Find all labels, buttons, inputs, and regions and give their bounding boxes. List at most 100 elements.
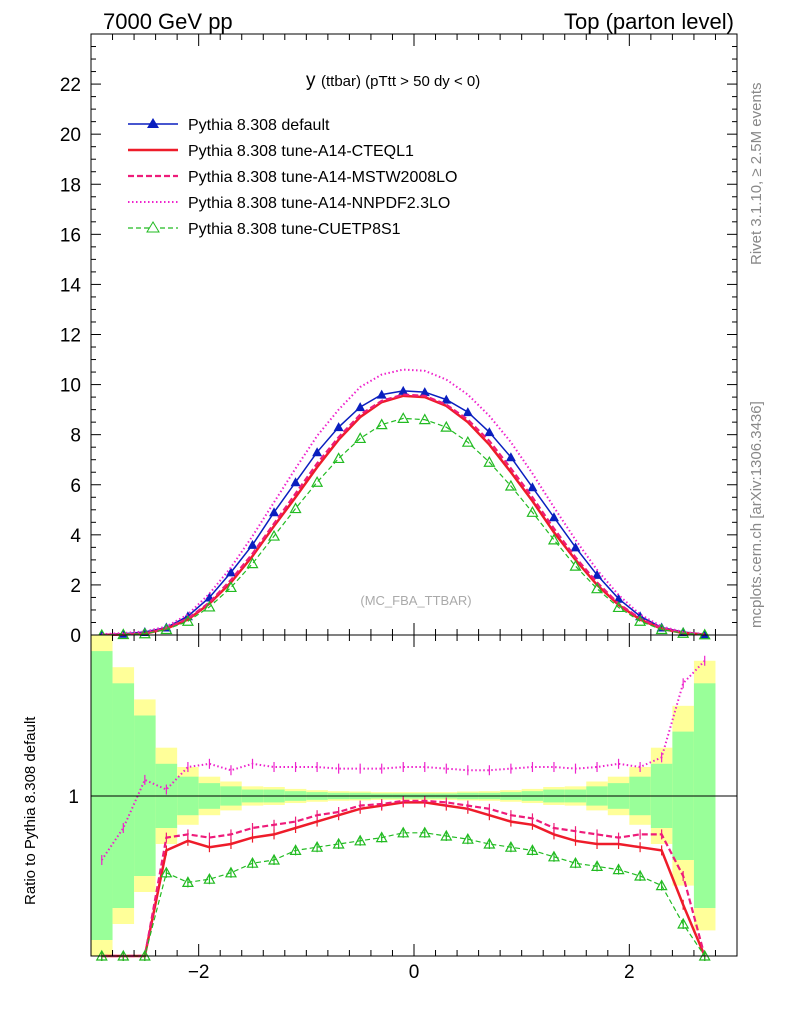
marker-default [592,569,603,579]
marker-cuetp8s1 [354,432,367,444]
legend-label: Pythia 8.308 tune-CUETP8S1 [188,221,401,238]
marker-cuetp8s1 [289,502,302,514]
ratio-marker-cuetp8s1 [332,837,345,849]
series-line-mstw [101,393,705,637]
y-tick-label: 12 [60,326,81,347]
y-tick-label: 18 [60,175,81,196]
ratio-marker-cuetp8s1 [181,876,194,888]
legend-marker-default [147,118,159,128]
marker-default [312,447,323,457]
y-tick-label: 0 [70,626,81,647]
ratio-line-mstw [101,799,706,958]
rivet-label: Rivet 3.1.10, ≥ 2.5M events [748,83,765,266]
header-right: Top (parton level) [564,9,734,34]
marker-cuetp8s1 [268,529,281,541]
ratio-marker-cuetp8s1 [483,837,496,849]
marker-cuetp8s1 [397,412,410,423]
y-tick-label: 2 [70,576,81,597]
marker-default [376,389,387,399]
marker-cuetp8s1 [483,455,496,467]
main-axis-ticks [90,34,738,636]
ratio-marker-cuetp8s1 [311,840,324,852]
marker-default [441,394,452,404]
marker-default [333,422,344,432]
marker-cuetp8s1 [526,506,539,517]
marker-default [484,427,495,437]
marker-default [613,593,624,603]
ratio-y-tick-labels: 1 [68,787,79,808]
main-plot: 0 2 4 6 8 10 12 14 16 18 20 22 y (ttbar) (pTtt > 50… [60,33,738,647]
ratio-marker-cuetp8s1 [160,866,173,878]
ratio-marker-cuetp8s1 [526,844,539,856]
marker-cuetp8s1 [440,420,453,432]
mcplots-label: mcplots.cern.ch [arXiv:1306.3436] [748,401,765,628]
header-left: 7000 GeV pp [103,9,233,34]
marker-cuetp8s1 [504,479,517,491]
marker-cuetp8s1 [612,601,625,613]
x-tick-label: −2 [188,962,210,983]
series-line-cteql1 [101,394,705,637]
marker-cuetp8s1 [655,623,668,635]
marker-cuetp8s1 [698,628,711,640]
ratio-marker-cuetp8s1 [677,917,690,929]
ratio-marker-cuetp8s1 [440,829,453,841]
ratio-marker-cuetp8s1 [591,860,604,872]
marker-cuetp8s1 [375,418,388,430]
marker-default [419,387,430,397]
marker-cuetp8s1 [547,533,560,545]
y-tick-label: 20 [60,125,81,146]
marker-default [570,542,581,552]
ratio-marker-cuetp8s1 [569,856,582,868]
ratio-marker-cuetp8s1 [418,826,431,838]
ratio-marker-cuetp8s1 [268,853,281,865]
marker-cuetp8s1 [461,435,474,447]
ratio-line-cteql1 [101,801,706,958]
marker-cuetp8s1 [203,600,216,612]
y-tick-label: 8 [70,426,81,447]
marker-cuetp8s1 [418,413,431,425]
marker-cuetp8s1 [569,559,582,571]
plot-title-main: y [306,70,316,91]
main-y-tick-labels: 0 2 4 6 8 10 12 14 16 18 20 22 [60,75,82,647]
series-line-cuetp8s1 [101,417,705,636]
legend-label: Pythia 8.308 default [188,117,330,134]
ratio-marker-cuetp8s1 [634,869,647,881]
marker-cuetp8s1 [181,614,194,626]
legend-label: Pythia 8.308 tune-A14-MSTW2008LO [188,169,457,186]
ratio-plot: 1 −2 0 2 Ratio to Pythia 8.308 default [22,634,738,983]
legend-label: Pythia 8.308 tune-A14-NNPDF2.3LO [188,195,450,212]
ratio-marker-cuetp8s1 [203,872,216,884]
ratio-marker-cuetp8s1 [397,826,410,838]
ratio-series [95,655,711,961]
marker-default [548,512,559,522]
marker-default [398,385,409,395]
marker-default [505,452,516,462]
ratio-line-nnpdf [100,660,706,861]
marker-cuetp8s1 [138,627,151,639]
marker-cuetp8s1 [160,623,173,635]
marker-cuetp8s1 [634,614,647,626]
ratio-y-tick-label: 1 [68,787,79,808]
ratio-marker-cuetp8s1 [612,863,625,875]
y-tick-label: 6 [70,476,81,497]
legend-marker-cuetp8s1 [146,221,160,233]
x-tick-label: 0 [409,962,420,983]
marker-default [269,507,280,517]
ratio-marker-cuetp8s1 [375,831,388,843]
marker-default [225,567,236,577]
ratio-marker-cuetp8s1 [354,834,367,846]
ratio-ylabel: Ratio to Pythia 8.308 default [22,716,39,905]
y-tick-label: 10 [60,376,81,397]
x-tick-labels: −2 0 2 [188,962,635,983]
marker-default [462,407,473,417]
legend-label: Pythia 8.308 tune-A14-CTEQL1 [188,143,414,160]
ratio-marker-cuetp8s1 [461,832,474,844]
marker-cuetp8s1 [224,581,237,593]
legend: Pythia 8.308 default Pythia 8.308 tune-A1… [128,117,457,238]
main-series [95,368,711,640]
ratio-marker-cuetp8s1 [547,850,560,862]
y-tick-label: 16 [60,225,81,246]
marker-default [290,477,301,487]
marker-cuetp8s1 [117,628,130,640]
